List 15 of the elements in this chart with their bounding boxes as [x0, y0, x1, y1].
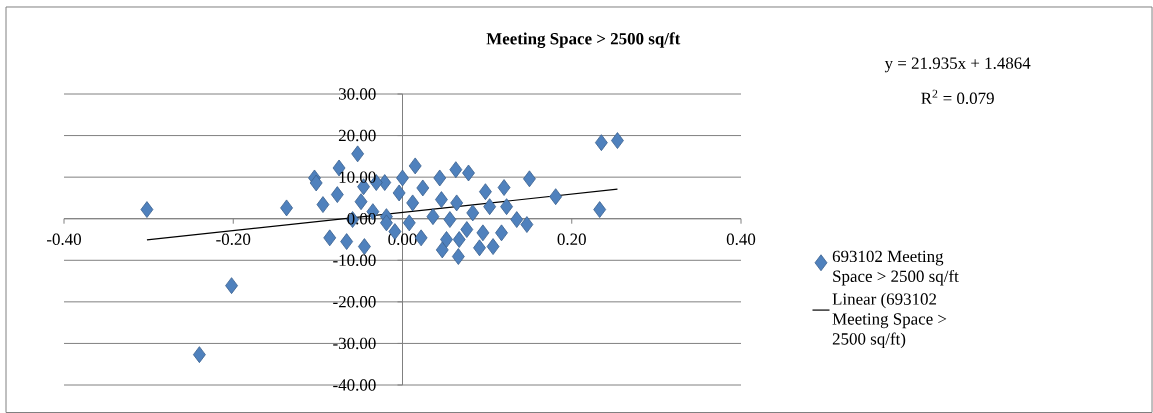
legend-label: Linear (693102 Meeting Space > 2500 sq/ft): [832, 292, 947, 349]
x-tick-label: -0.40: [46, 233, 81, 246]
x-tick-label: 0.40: [726, 233, 756, 246]
x-tick-label: -0.20: [216, 233, 251, 246]
text: y = 21.935x + 1.4864: [884, 57, 1031, 73]
legend-label: 693102 Meeting Space > 2500 sq/ft: [832, 250, 959, 286]
y-tick-label: -40.00: [333, 379, 376, 391]
y-tick-label: -20.00: [333, 296, 376, 308]
chart-title: Meeting Space > 2500 sq/ft: [486, 32, 681, 48]
y-tick-label: 30.00: [339, 88, 376, 100]
x-tick-label: 0.20: [557, 233, 586, 246]
y-tick-label: -10.00: [333, 254, 376, 267]
y-tick-label: -30.00: [333, 337, 376, 350]
text: R$^{2}$ = 0.079: [921, 89, 994, 105]
y-tick-label: 20.00: [338, 129, 376, 142]
